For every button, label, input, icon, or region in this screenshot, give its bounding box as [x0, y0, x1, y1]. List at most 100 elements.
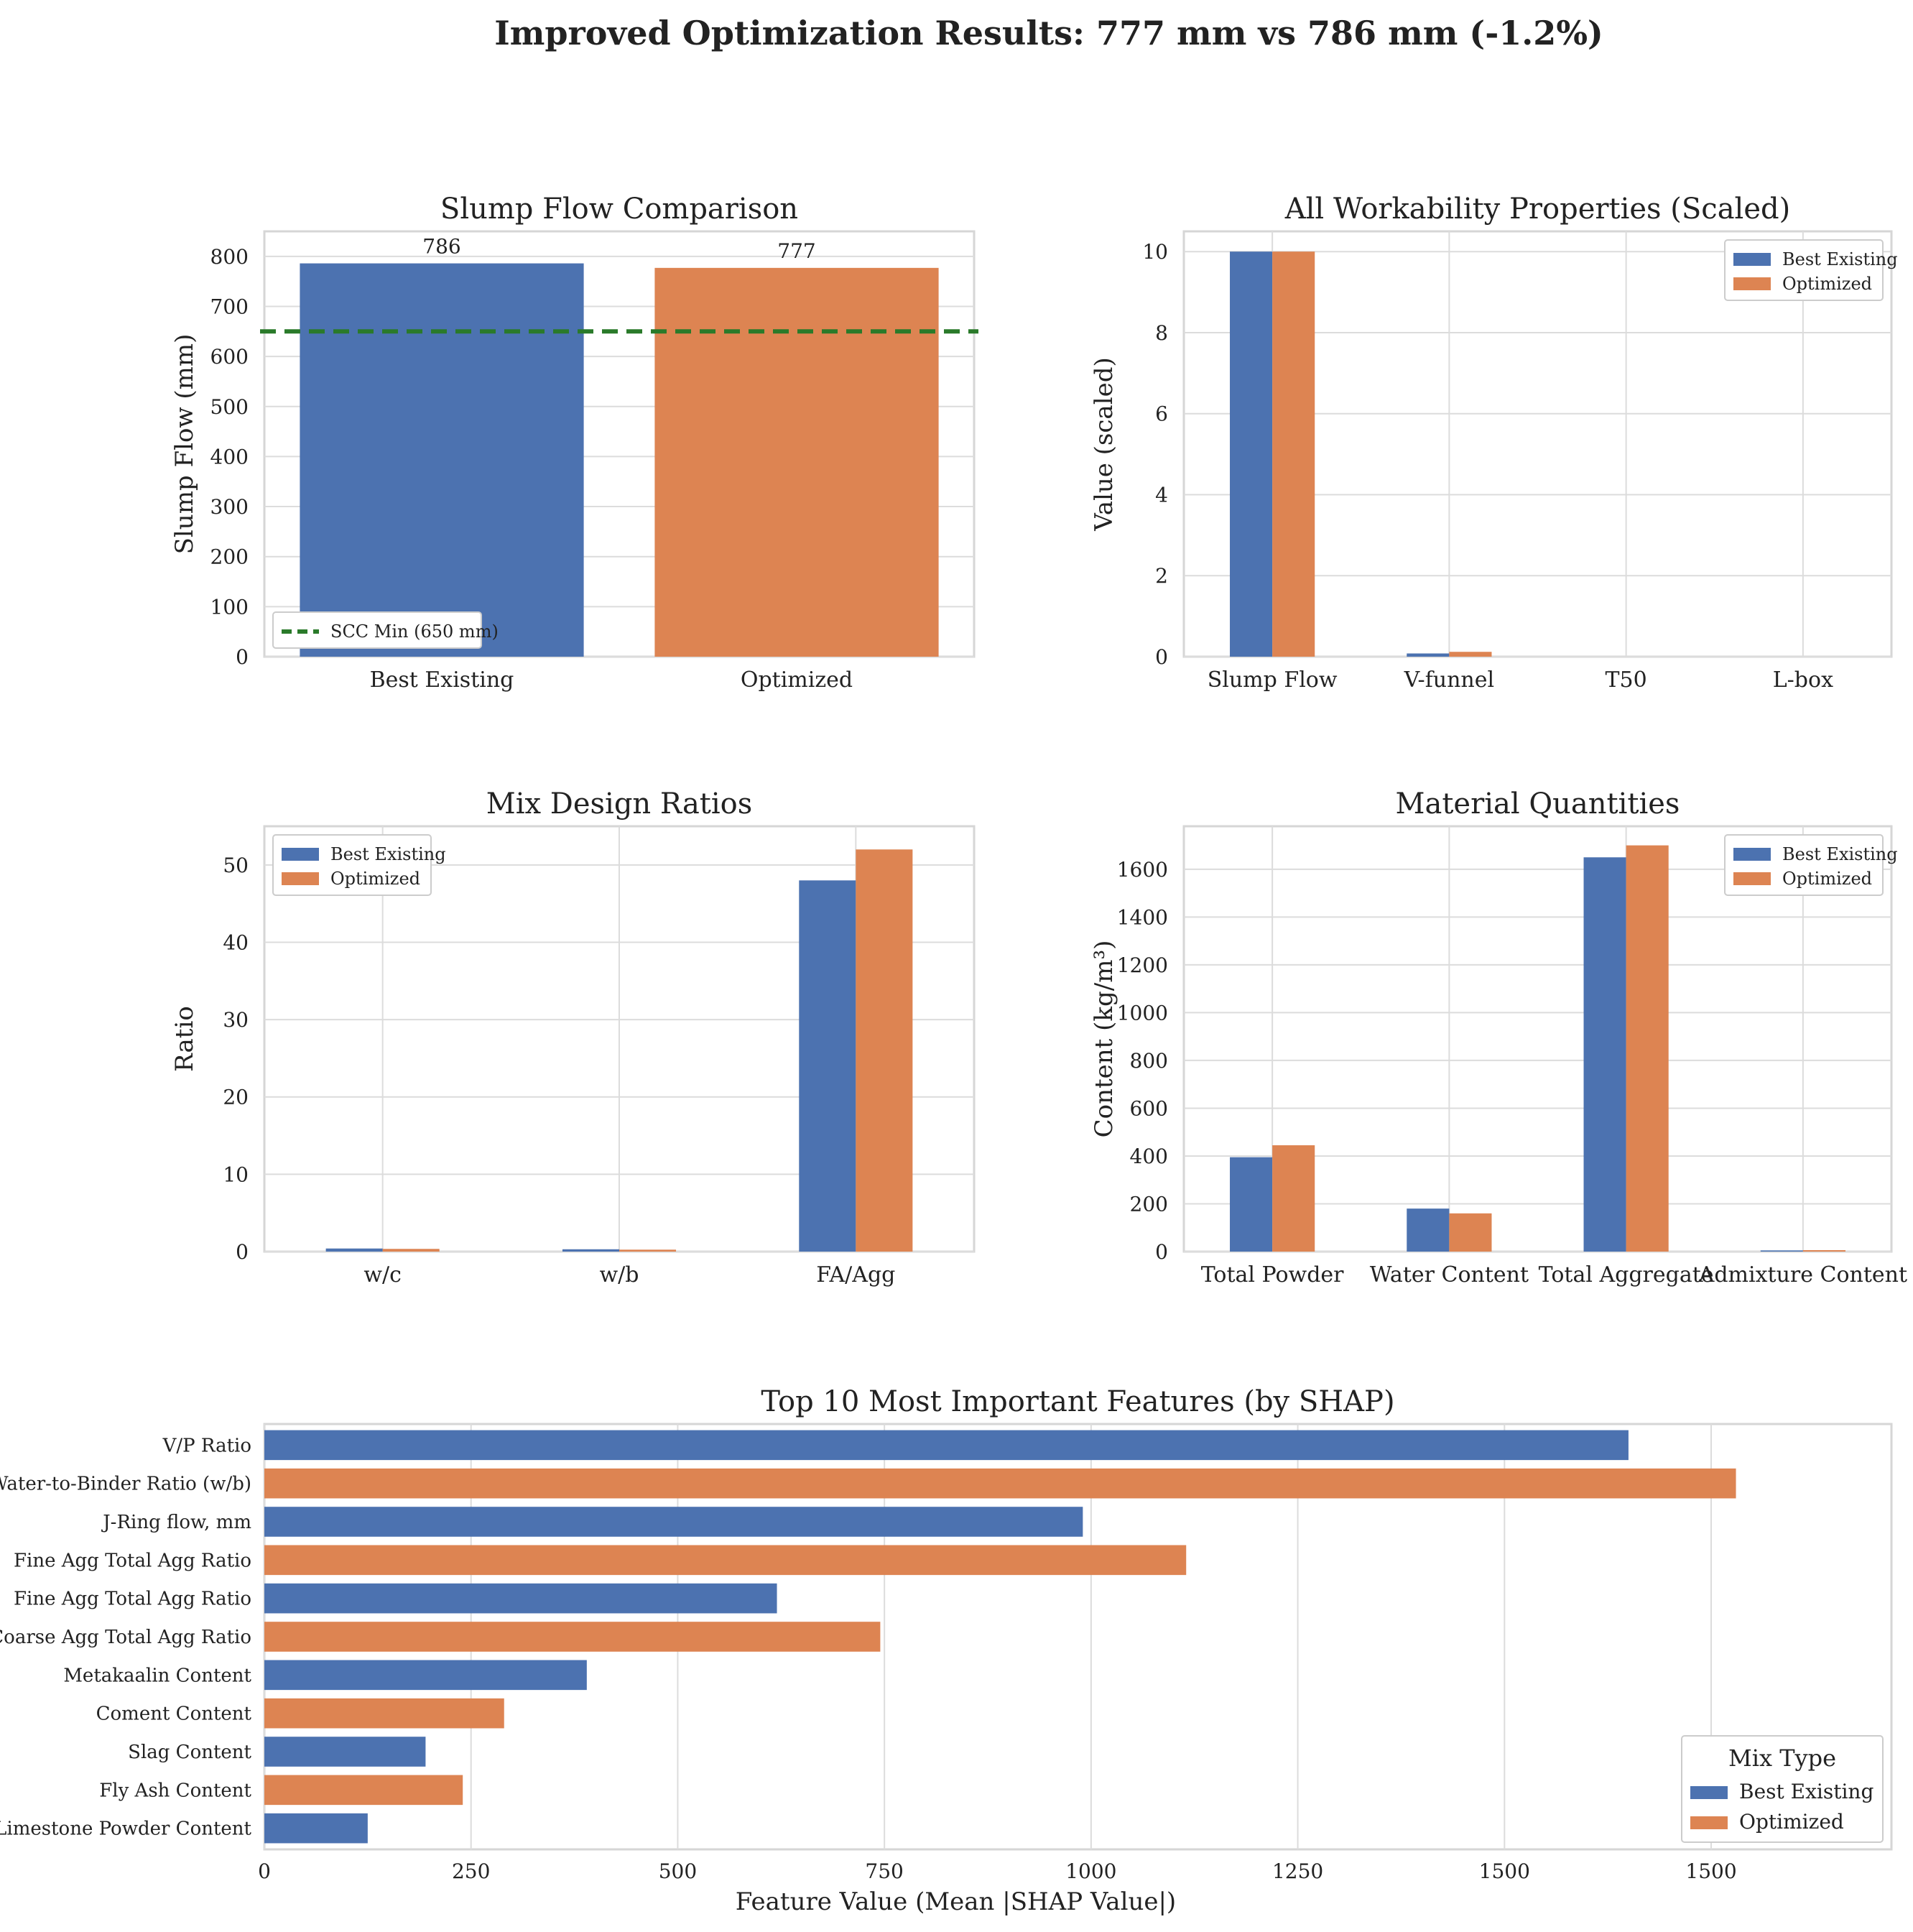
legend-label: Best Existing: [330, 844, 446, 864]
x-tick-label: 1500: [1479, 1859, 1530, 1883]
y-tick-label: 300: [210, 495, 249, 519]
y-tick-label: 100: [210, 595, 249, 619]
legend-label: Best Existing: [1739, 1780, 1873, 1803]
bar-best-existing: [1230, 1157, 1273, 1252]
legend-box: [1681, 1735, 1884, 1843]
bar-optimized: [1272, 251, 1315, 657]
legend-label: SCC Min (650 mm): [330, 621, 499, 642]
y-tick-label: 1400: [1117, 905, 1168, 929]
legend-swatch: [282, 872, 319, 885]
y-tick-label: 700: [210, 295, 249, 318]
chart-ratios: Mix Design Ratios 0 10 20 30 40 50 Ratio w/c w/b F…: [170, 787, 976, 1288]
x-tick-label: Total Aggregate: [1539, 1262, 1714, 1288]
legend-label: Optimized: [1782, 869, 1872, 889]
bar-best-existing: [1407, 653, 1450, 657]
bar-optimized: [856, 849, 913, 1252]
bar-best-existing: [1583, 857, 1626, 1252]
y-tick-label: 20: [223, 1086, 249, 1109]
y-tick-label: Slag Content: [128, 1742, 251, 1763]
y-tick-label: Water-to-Binder Ratio (w/b): [0, 1474, 251, 1495]
bar-best-existing: [300, 263, 584, 657]
bar-optimized: [1449, 1213, 1492, 1252]
x-tick-label: FA/Agg: [816, 1262, 895, 1288]
legend-swatch: [1733, 253, 1771, 266]
legend-label: Best Existing: [1782, 844, 1898, 864]
y-tick-label: 50: [223, 854, 249, 877]
bar-optimized: [619, 1249, 677, 1252]
x-tick-label: w/b: [600, 1262, 639, 1288]
y-tick-label: 200: [210, 545, 249, 569]
chart-shap: Top 10 Most Important Features (by SHAP)…: [0, 1385, 1893, 1916]
bar-best-existing: [264, 1583, 777, 1614]
x-tick-label: 0: [258, 1859, 271, 1883]
chart-title: Mix Design Ratios: [486, 787, 753, 821]
y-tick-label: Fine Agg Total Agg Ratio: [14, 1589, 251, 1610]
legend-swatch: [1733, 872, 1771, 885]
legend-swatch: [1690, 1786, 1728, 1799]
y-tick-label: 40: [223, 930, 249, 954]
y-tick-label: 30: [223, 1008, 249, 1032]
y-tick-label: 500: [210, 395, 249, 419]
y-tick-label: J-Ring flow, mm: [101, 1512, 251, 1533]
chart-slump: Slump Flow Comparison 0 100 200 300 400 500 600…: [170, 193, 978, 693]
y-tick-label: 4: [1155, 483, 1168, 507]
bar-optimized: [264, 1775, 463, 1806]
bar-best-existing: [264, 1737, 426, 1767]
y-tick-label: 0: [236, 645, 249, 669]
y-tick-label: 200: [1130, 1192, 1168, 1216]
bar-best-existing: [1407, 1208, 1450, 1252]
x-tick-label: 1250: [1272, 1859, 1323, 1883]
x-tick-label: 500: [659, 1859, 697, 1883]
legend-swatch: [282, 848, 319, 861]
x-tick-label: 1500: [1685, 1859, 1736, 1883]
x-axis-label: Feature Value (Mean |SHAP Value|): [736, 1887, 1176, 1916]
x-tick-label: T50: [1606, 667, 1647, 693]
y-axis-label: Value (scaled): [1090, 357, 1118, 531]
bar-best-existing: [264, 1813, 368, 1844]
y-tick-label: 1000: [1117, 1001, 1168, 1025]
y-tick-label: Fine Agg Total Agg Ratio: [14, 1550, 251, 1571]
chart-title: All Workability Properties (Scaled): [1284, 193, 1790, 226]
y-tick-label: V/P Ratio: [162, 1435, 251, 1456]
chart-title: Top 10 Most Important Features (by SHAP): [761, 1385, 1394, 1418]
bar-best-existing: [1760, 1250, 1803, 1252]
bar-optimized: [1449, 652, 1492, 657]
y-tick-label: 600: [1130, 1096, 1168, 1120]
x-tick-label: Total Powder: [1201, 1262, 1344, 1288]
y-tick-label: Metakaalin Content: [63, 1665, 251, 1686]
x-tick-label: 750: [865, 1859, 903, 1883]
y-tick-label: 0: [1155, 1240, 1168, 1264]
bar-best-existing: [264, 1430, 1629, 1461]
x-tick-label: Slump Flow: [1208, 667, 1338, 693]
bar-data-label: 777: [777, 239, 815, 263]
legend-swatch: [1690, 1816, 1728, 1829]
x-tick-label: Water Content: [1370, 1262, 1529, 1288]
bar-optimized: [264, 1622, 881, 1652]
y-tick-label: Coment Content: [96, 1704, 252, 1725]
bar-optimized: [264, 1545, 1187, 1576]
chart-workability: All Workability Properties (Scaled) 0 2 4 6 8…: [1090, 193, 1898, 693]
y-tick-label: 400: [210, 445, 249, 468]
y-tick-label: 0: [236, 1240, 249, 1264]
y-tick-label: 600: [210, 345, 249, 369]
x-tick-label: L-box: [1773, 667, 1833, 693]
legend-swatch: [1733, 848, 1771, 861]
bar-best-existing: [264, 1507, 1083, 1537]
x-tick-label: w/c: [363, 1262, 402, 1288]
y-tick-label: 1200: [1117, 953, 1168, 977]
y-tick-label: 6: [1155, 402, 1168, 426]
x-tick-label: Best Existing: [370, 667, 514, 693]
legend-label: Optimized: [330, 869, 420, 889]
y-tick-label: 1600: [1117, 858, 1168, 882]
y-axis-label: Slump Flow (mm): [170, 334, 199, 555]
bar-optimized: [1802, 1250, 1845, 1252]
y-axis-label: Ratio: [170, 1006, 199, 1072]
bar-data-label: 786: [422, 235, 460, 259]
bar-best-existing: [799, 880, 856, 1252]
bar-optimized: [1272, 1145, 1315, 1252]
legend-box: [272, 611, 482, 649]
bar-optimized: [654, 267, 939, 657]
bar-optimized: [1626, 845, 1669, 1252]
legend-label: Optimized: [1782, 274, 1872, 294]
